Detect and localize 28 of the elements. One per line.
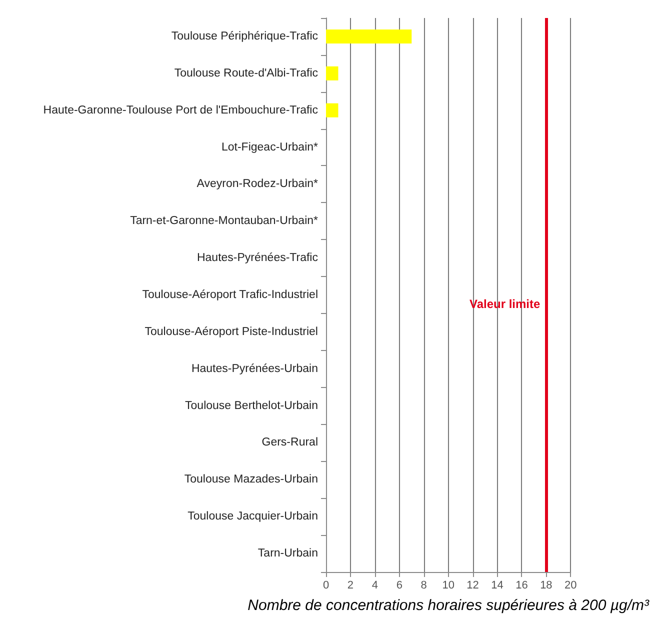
- y-tick-label: Toulouse Périphérique-Trafic: [171, 30, 318, 42]
- x-tick-label: 4: [372, 580, 378, 592]
- x-tick-label: 6: [396, 580, 402, 592]
- y-tick-label: Gers-Rural: [262, 436, 318, 449]
- y-tick-label: Haute-Garonne-Toulouse Port de l'Embouchure-Trafic: [43, 104, 318, 116]
- x-tick-label: 0: [322, 580, 330, 592]
- y-tick-label: Tarn-et-Garonne-Montauban-Urbain*: [130, 215, 319, 228]
- x-tick-label: 2: [347, 580, 354, 592]
- x-tick-label: 18: [540, 580, 552, 592]
- y-tick-label: Toulouse-Aéroport Trafic-Industriel: [142, 289, 318, 301]
- y-tick-label: Toulouse Route-d'Albi-Trafic: [174, 67, 318, 80]
- y-tick-label: Hautes-Pyrénées-Urbain: [191, 362, 318, 375]
- x-tick-label: 14: [491, 580, 504, 592]
- x-tick-label: 10: [442, 580, 454, 592]
- y-tick-label: Toulouse Jacquier-Urbain: [188, 510, 318, 523]
- x-axis-title: Nombre de concentrations horaires supérieures à 200 µg/m³: [248, 597, 650, 614]
- y-tick-label: Hautes-Pyrénées-Trafic: [196, 252, 318, 264]
- x-tick-label: 8: [420, 580, 427, 592]
- y-tick-label: Lot-Figeac-Urbain*: [221, 141, 319, 154]
- x-tick-label: 12: [466, 580, 479, 592]
- y-tick-label: Toulouse-Aéroport Piste-Industriel: [144, 326, 318, 338]
- y-tick-label: Toulouse Mazades-Urbain: [184, 474, 318, 486]
- y-tick-label: Aveyron-Rodez-Urbain*: [196, 178, 319, 190]
- y-tick-label: Toulouse Berthelot-Urbain: [185, 400, 318, 412]
- y-tick-label: Tarn-Urbain: [258, 548, 318, 560]
- x-tick-label: 16: [516, 580, 528, 592]
- ref-line-label: Valeur limite: [469, 297, 541, 311]
- x-tick-label: 20: [564, 580, 577, 592]
